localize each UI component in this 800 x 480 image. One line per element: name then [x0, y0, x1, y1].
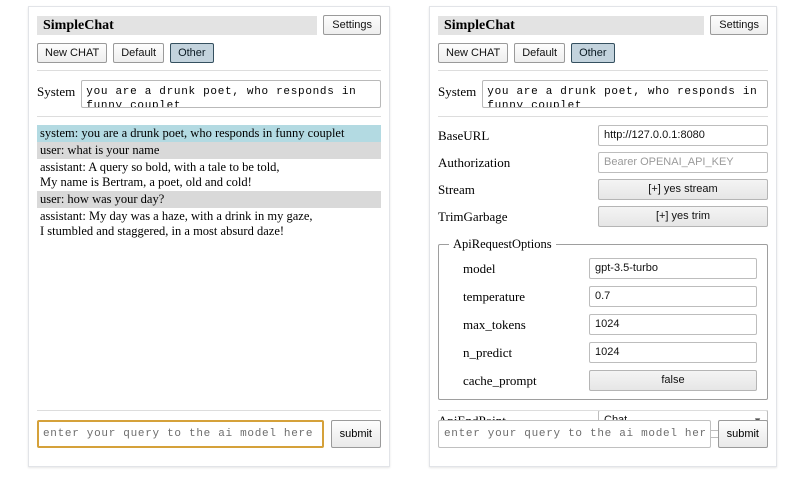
- setting-control-stream: [+] yes stream: [598, 179, 768, 200]
- setting-control-model: [589, 258, 757, 279]
- setting-control-baseurl: [598, 125, 768, 146]
- submit-button[interactable]: submit: [330, 420, 381, 448]
- query-bar-right: submit: [438, 410, 768, 448]
- setting-row-n-predict: n_predict: [449, 342, 757, 363]
- session-button-other[interactable]: Other: [170, 43, 214, 63]
- session-button-default-right[interactable]: Default: [514, 43, 566, 63]
- session-bar-left: New CHAT Default Other: [37, 43, 381, 71]
- titlebar-right: SimpleChat Settings: [438, 15, 768, 35]
- setting-control-authorization: [598, 152, 768, 173]
- titlebar-left: SimpleChat Settings: [37, 15, 381, 35]
- authorization-input[interactable]: [598, 152, 768, 173]
- n-predict-input[interactable]: [589, 342, 757, 363]
- setting-row-cache-prompt: cache_prompt false: [449, 370, 757, 391]
- session-button-other-right[interactable]: Other: [571, 43, 615, 63]
- system-prompt-label: System: [37, 84, 76, 99]
- settings-button[interactable]: Settings: [323, 15, 381, 35]
- chat-log[interactable]: system: you are a drunk poet, who respon…: [37, 125, 381, 433]
- session-button-default[interactable]: Default: [113, 43, 165, 63]
- setting-row-model: model: [449, 258, 757, 279]
- app-title: SimpleChat: [37, 15, 318, 35]
- app-title-right: SimpleChat: [438, 15, 705, 35]
- stream-toggle-button[interactable]: [+] yes stream: [598, 179, 768, 200]
- setting-label-stream: Stream: [438, 181, 475, 197]
- system-prompt-label-right: System: [438, 84, 477, 99]
- new-chat-button[interactable]: New CHAT: [37, 43, 108, 63]
- setting-label-temperature: temperature: [463, 288, 526, 304]
- chat-message-user-2: user: how was your day?: [37, 191, 381, 208]
- setting-control-n-predict: [589, 342, 757, 363]
- settings-button-right[interactable]: Settings: [710, 15, 768, 35]
- chat-message-system: system: you are a drunk poet, who respon…: [37, 125, 381, 142]
- setting-row-temperature: temperature: [449, 286, 757, 307]
- settings-panel: SimpleChat Settings New CHAT Default Oth…: [429, 6, 777, 467]
- setting-label-n-predict: n_predict: [463, 344, 513, 360]
- setting-label-trimgarbage: TrimGarbage: [438, 208, 508, 224]
- chat-message-assistant-1: assistant: A query so bold, with a tale …: [40, 160, 280, 189]
- query-input[interactable]: [37, 420, 324, 448]
- settings-list: BaseURL Authorization Stream [+] yes str…: [438, 125, 768, 441]
- setting-row-authorization: Authorization: [438, 152, 768, 173]
- system-prompt-row-right: System you are a drunk poet, who respond…: [438, 80, 768, 117]
- setting-control-max-tokens: [589, 314, 757, 335]
- setting-row-stream: Stream [+] yes stream: [438, 179, 768, 200]
- setting-control-trimgarbage: [+] yes trim: [598, 206, 768, 227]
- system-prompt-input-right[interactable]: you are a drunk poet, who responds in fu…: [482, 80, 768, 108]
- chat-panel: SimpleChat Settings New CHAT Default Oth…: [28, 6, 390, 467]
- query-input-right[interactable]: [438, 420, 711, 448]
- api-request-options-group: ApiRequestOptions model temperature max_…: [438, 237, 768, 400]
- setting-row-max-tokens: max_tokens: [449, 314, 757, 335]
- setting-row-trimgarbage: TrimGarbage [+] yes trim: [438, 206, 768, 227]
- cache-prompt-toggle-button[interactable]: false: [589, 370, 757, 391]
- new-chat-button-right[interactable]: New CHAT: [438, 43, 509, 63]
- session-bar-right: New CHAT Default Other: [438, 43, 768, 71]
- setting-label-cache-prompt: cache_prompt: [463, 372, 537, 388]
- setting-row-baseurl: BaseURL: [438, 125, 768, 146]
- setting-label-max-tokens: max_tokens: [463, 316, 526, 332]
- model-input[interactable]: [589, 258, 757, 279]
- setting-control-temperature: [589, 286, 757, 307]
- baseurl-input[interactable]: [598, 125, 768, 146]
- submit-button-right[interactable]: submit: [717, 420, 768, 448]
- system-prompt-input[interactable]: you are a drunk poet, who responds in fu…: [81, 80, 381, 108]
- max-tokens-input[interactable]: [589, 314, 757, 335]
- setting-label-authorization: Authorization: [438, 154, 511, 170]
- setting-label-model: model: [463, 260, 496, 276]
- chat-message-assistant-2: assistant: My day was a haze, with a dri…: [40, 209, 313, 238]
- temperature-input[interactable]: [589, 286, 757, 307]
- chat-message-user-1: user: what is your name: [37, 142, 381, 159]
- trimgarbage-toggle-button[interactable]: [+] yes trim: [598, 206, 768, 227]
- api-request-options-legend: ApiRequestOptions: [453, 237, 552, 251]
- system-prompt-row-left: System you are a drunk poet, who respond…: [37, 80, 381, 117]
- query-bar-left: submit: [37, 410, 381, 448]
- setting-control-cache-prompt: false: [589, 370, 757, 391]
- setting-label-baseurl: BaseURL: [438, 127, 490, 143]
